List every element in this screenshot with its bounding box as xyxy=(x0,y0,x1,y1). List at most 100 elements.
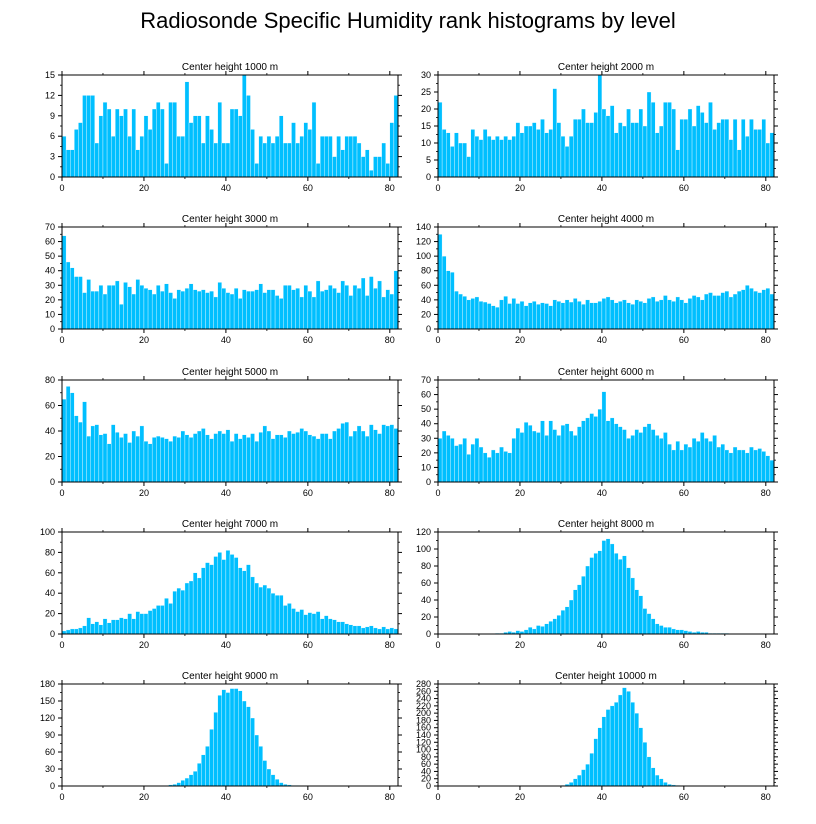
histogram-bar xyxy=(389,122,395,178)
histogram-bar xyxy=(291,289,296,330)
panel-title: Center height 4000 m xyxy=(558,214,654,225)
histogram-bar xyxy=(262,760,268,787)
histogram-bar xyxy=(614,702,619,787)
histogram-bar xyxy=(540,119,545,178)
histogram-bar xyxy=(172,102,177,178)
histogram-bar xyxy=(548,129,553,178)
histogram-bar xyxy=(102,102,108,178)
histogram-bar xyxy=(373,288,378,330)
histogram-bar xyxy=(151,108,157,178)
histogram-bar xyxy=(548,621,553,635)
histogram-bar xyxy=(201,142,206,178)
histogram-bar xyxy=(287,142,292,178)
histogram-bar xyxy=(573,778,578,787)
histogram-bar xyxy=(532,628,537,635)
histogram-bar xyxy=(708,102,713,178)
histogram-bar xyxy=(176,782,182,787)
histogram-bar xyxy=(478,446,484,483)
histogram-bar xyxy=(585,299,590,330)
y-tick-label: 180 xyxy=(40,679,55,689)
histogram-bar xyxy=(564,606,570,635)
histogram-bar xyxy=(659,438,664,483)
x-tick-label: 40 xyxy=(221,183,231,193)
histogram-bar xyxy=(536,432,541,483)
histogram-bar xyxy=(291,122,296,178)
histogram-bar xyxy=(369,424,374,483)
histogram-bar xyxy=(307,434,313,483)
y-tick-label: 3 xyxy=(50,152,55,162)
histogram-bar xyxy=(356,142,362,178)
histogram-bar xyxy=(683,630,689,635)
histogram-bar xyxy=(328,618,333,635)
histogram-bar xyxy=(458,443,463,483)
histogram-bar xyxy=(278,115,284,178)
histogram-bar xyxy=(454,132,459,178)
histogram-bar xyxy=(221,689,227,787)
histogram-panel: Center height 8000 m 0 20 40 60 80 100 120 0 20 40… xyxy=(416,519,778,650)
histogram-bar xyxy=(532,301,537,330)
histogram-bar xyxy=(568,301,574,330)
histogram-bar xyxy=(544,435,549,483)
histogram-bar xyxy=(618,426,623,483)
histogram-bar xyxy=(683,302,689,330)
histogram-bar xyxy=(287,430,292,483)
histogram-bar xyxy=(151,293,157,330)
histogram-bar xyxy=(389,293,395,330)
histogram-bar xyxy=(503,136,508,178)
histogram-bar xyxy=(197,430,202,483)
histogram-bar xyxy=(695,296,701,330)
histogram-bar xyxy=(389,424,395,483)
histogram-bar xyxy=(94,621,100,635)
x-tick-label: 80 xyxy=(761,335,771,345)
histogram-bar xyxy=(135,435,141,483)
y-tick-label: 90 xyxy=(45,730,55,740)
histogram-bar xyxy=(90,425,95,483)
histogram-bar xyxy=(573,119,578,178)
histogram-bar xyxy=(585,122,590,178)
histogram-bar xyxy=(593,738,598,787)
histogram-bar xyxy=(630,702,635,787)
histogram-bar xyxy=(609,105,615,178)
histogram-bar xyxy=(642,742,648,787)
histogram-bar xyxy=(724,290,730,330)
histogram-bar xyxy=(184,288,190,330)
histogram-bar xyxy=(102,618,108,635)
y-tick-label: 180 xyxy=(416,715,431,725)
histogram-bar xyxy=(552,88,558,178)
histogram-bar xyxy=(634,429,639,483)
y-tick-label: 0 xyxy=(50,324,55,334)
histogram-bar xyxy=(180,290,186,330)
histogram-bar xyxy=(86,95,91,178)
histogram-bar xyxy=(659,299,664,330)
histogram-bar xyxy=(328,285,333,330)
histogram-bar xyxy=(360,277,366,330)
histogram-bar xyxy=(667,299,672,330)
histogram-bar xyxy=(618,122,623,178)
histogram-bar xyxy=(156,605,161,635)
histogram-bar xyxy=(102,433,108,483)
histogram-bar xyxy=(246,95,251,178)
y-tick-label: 140 xyxy=(416,222,431,232)
histogram-bar xyxy=(70,628,75,635)
histogram-bar xyxy=(605,538,611,635)
histogram-bar xyxy=(527,302,533,330)
y-tick-label: 20 xyxy=(45,609,55,619)
histogram-bar xyxy=(307,129,313,178)
y-tick-label: 0 xyxy=(426,172,431,182)
histogram-bar xyxy=(495,452,500,483)
histogram-bar xyxy=(728,139,734,178)
histogram-bar xyxy=(568,782,574,787)
histogram-bar xyxy=(478,301,484,330)
histogram-bar xyxy=(188,122,194,178)
histogram-bar xyxy=(201,567,206,635)
histogram-bar xyxy=(381,626,386,635)
histogram-bar xyxy=(184,777,190,787)
histogram-bar xyxy=(663,782,668,787)
histogram-bar xyxy=(560,610,566,635)
histogram-bar xyxy=(328,438,333,483)
x-tick-label: 60 xyxy=(303,183,313,193)
histogram-bar xyxy=(486,457,492,483)
histogram-bar xyxy=(348,295,354,330)
y-tick-label: 140 xyxy=(416,730,431,740)
histogram-bar xyxy=(626,691,631,787)
